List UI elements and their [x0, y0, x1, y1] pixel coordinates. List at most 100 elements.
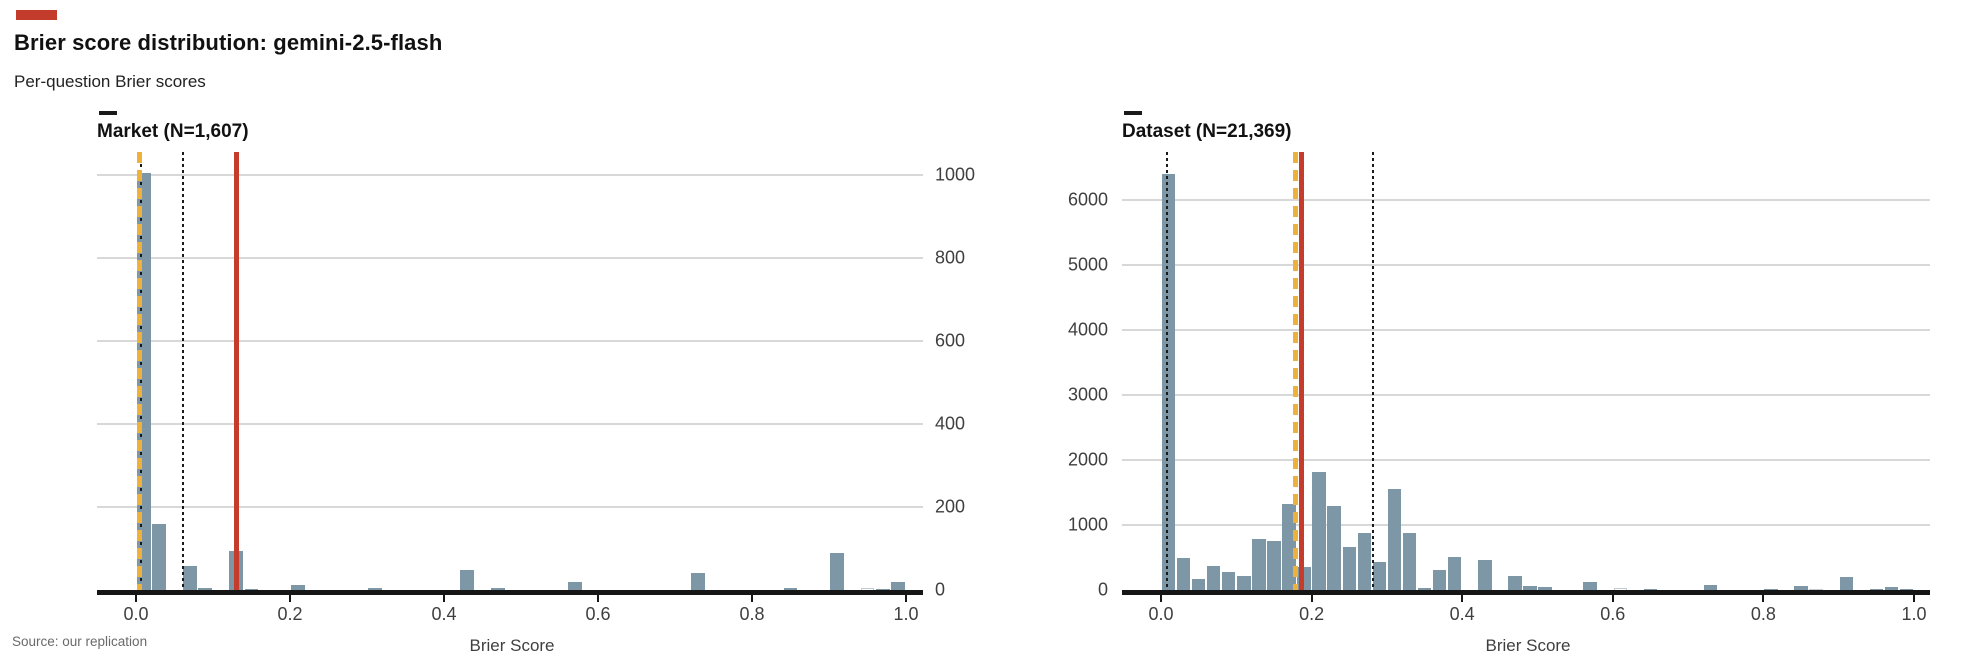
y-tick-label: 4000 — [1067, 319, 1108, 340]
histogram-bar — [1703, 585, 1718, 590]
histogram-bar — [1206, 565, 1221, 590]
x-tick — [905, 595, 907, 602]
histogram-bar — [1282, 504, 1296, 590]
x-tick-label: 0.2 — [1299, 604, 1325, 624]
y-tick-label: 1000 — [935, 164, 976, 185]
histogram-bar — [1839, 577, 1853, 590]
mean-line — [1298, 152, 1304, 590]
y-tick-label: 6000 — [1067, 189, 1108, 210]
percentile-line-dotted — [1166, 152, 1169, 590]
histogram-bar — [1869, 588, 1884, 590]
histogram-bar — [1312, 472, 1326, 590]
x-tick-label: 0.4 — [431, 604, 457, 624]
histogram-bar — [1583, 582, 1597, 590]
x-tick — [1461, 595, 1464, 602]
histogram-bar — [1523, 585, 1537, 590]
histogram-bar — [1884, 587, 1899, 590]
histogram-bar — [829, 552, 844, 590]
histogram-bar — [367, 588, 382, 590]
y-tick-label: 5000 — [1067, 254, 1108, 275]
histogram-bar — [1508, 575, 1522, 590]
histogram-bar — [1447, 556, 1462, 590]
x-tick — [1611, 595, 1614, 602]
median-line — [136, 152, 142, 590]
histogram-bar — [1161, 174, 1176, 590]
histogram-bar — [460, 570, 474, 590]
panel-marker-icon — [1124, 111, 1142, 115]
brand-tag-icon — [16, 10, 57, 20]
histogram-bar — [876, 588, 890, 590]
y-tick-label: 200 — [935, 496, 966, 517]
histogram-bar — [1432, 569, 1447, 590]
x-tick — [751, 595, 753, 602]
y-tick-label: 400 — [935, 413, 966, 434]
x-tick — [135, 595, 137, 602]
histogram-bar — [1372, 562, 1387, 590]
x-tick-label: 1.0 — [1901, 604, 1927, 624]
histogram-bar — [152, 523, 166, 590]
x-tick-label: 0.6 — [1600, 604, 1626, 624]
histogram-bar — [783, 587, 798, 590]
x-tick-label: 0.8 — [1750, 604, 1776, 624]
histogram-bar — [491, 587, 505, 590]
x-tick — [289, 595, 291, 602]
histogram-bar — [1237, 575, 1251, 590]
histogram-bar — [1538, 587, 1552, 590]
dataset-xaxis-title: Brier Score — [1485, 636, 1571, 655]
histogram-bar — [1342, 547, 1356, 590]
histogram-bar — [1327, 505, 1341, 590]
histogram-bar — [1191, 578, 1206, 590]
y-gridline — [1122, 264, 1930, 266]
y-gridline — [97, 257, 923, 259]
x-tick — [1160, 595, 1162, 602]
y-gridline — [97, 340, 923, 342]
y-gridline — [1122, 394, 1930, 396]
histogram-bar — [198, 587, 213, 590]
x-tick-label: 0.6 — [585, 604, 611, 624]
panel-marker-icon — [99, 111, 117, 115]
histogram-bar — [1222, 572, 1236, 590]
x-tick-label: 0.0 — [123, 604, 149, 624]
y-gridline — [1122, 524, 1930, 526]
y-gridline — [1122, 459, 1930, 461]
histogram-bar — [183, 565, 197, 590]
y-tick-label: 1000 — [1067, 514, 1108, 535]
histogram-bar — [1417, 588, 1432, 590]
histogram-bar — [1899, 589, 1914, 590]
histogram-bar — [1357, 532, 1372, 590]
histogram-bar — [1267, 541, 1281, 590]
y-tick-label: 800 — [935, 247, 966, 268]
histogram-bar — [1402, 533, 1417, 590]
dataset-panel-title: Dataset (N=21,369) — [1122, 121, 1292, 142]
histogram-bar — [1794, 586, 1808, 590]
x-axis-line — [97, 590, 923, 595]
x-tick — [1913, 595, 1915, 602]
percentile-line-dotted — [181, 152, 184, 590]
y-tick-label: 3000 — [1067, 384, 1108, 405]
y-gridline — [97, 174, 923, 176]
x-tick-label: 0.4 — [1449, 604, 1475, 624]
percentile-line-dotted — [1372, 152, 1375, 590]
histogram-bar — [1176, 557, 1191, 590]
y-gridline — [97, 506, 923, 508]
y-tick-label: 0 — [1097, 579, 1108, 600]
median-line — [1293, 152, 1299, 590]
histogram-bar — [691, 572, 705, 590]
x-tick-label: 1.0 — [893, 604, 919, 624]
histogram-bar — [891, 581, 906, 590]
figure-title: Brier score distribution: gemini-2.5-fla… — [14, 30, 443, 55]
histogram-bar — [1252, 539, 1266, 590]
histogram-bar — [1764, 589, 1778, 590]
source-note: Source: our replication — [12, 634, 148, 649]
x-tick — [597, 595, 599, 602]
market-panel-title: Market (N=1,607) — [97, 121, 249, 142]
y-gridline — [1122, 329, 1930, 331]
x-tick-label: 0.0 — [1148, 604, 1174, 624]
mean-line — [234, 152, 240, 590]
histogram-bar — [1478, 560, 1492, 590]
y-tick-label: 600 — [935, 330, 966, 351]
y-tick-label: 2000 — [1067, 449, 1108, 470]
histogram-bar — [290, 585, 305, 590]
figure-subtitle: Per-question Brier scores — [14, 72, 206, 91]
